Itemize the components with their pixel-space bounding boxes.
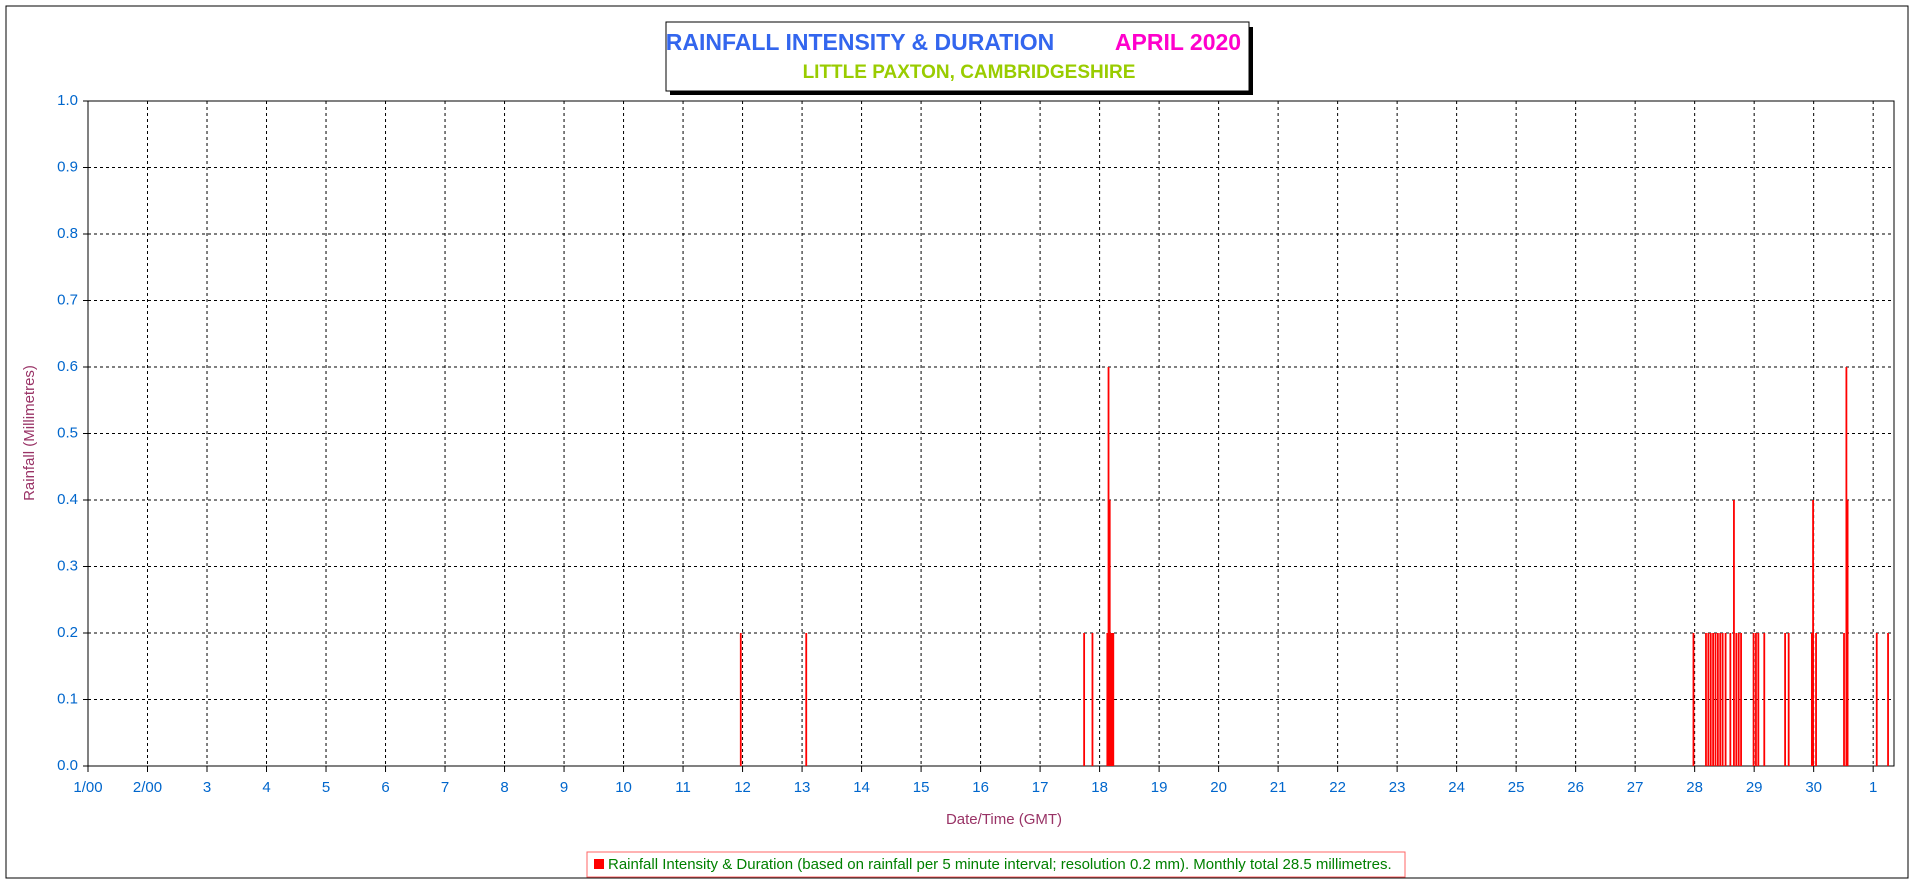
x-tick-label: 14 (853, 779, 870, 796)
y-tick-label: 0.4 (57, 491, 78, 508)
x-tick-label: 30 (1805, 779, 1822, 796)
x-tick-label: 29 (1746, 779, 1763, 796)
x-tick-label: 26 (1567, 779, 1584, 796)
y-tick-label: 1.0 (57, 92, 78, 109)
bar (1875, 633, 1878, 766)
bar (1107, 367, 1110, 766)
bar (1705, 633, 1707, 766)
x-tick-label: 2/00 (133, 779, 162, 796)
plot-border (87, 100, 1895, 767)
bar (1740, 633, 1742, 766)
bar (1108, 500, 1111, 766)
bar (1846, 500, 1849, 766)
y-tick-label: 0.3 (57, 557, 78, 574)
bar (1757, 633, 1760, 766)
bar (1784, 633, 1787, 766)
bar (1083, 633, 1086, 766)
chart-title: RAINFALL INTENSITY & DURATION (666, 29, 1054, 55)
bar (1712, 633, 1715, 766)
bar (1091, 633, 1094, 766)
x-tick-label: 11 (675, 779, 691, 796)
x-tick-label: 25 (1508, 779, 1525, 796)
y-axis-label: Rainfall (Millimetres) (21, 365, 38, 501)
bar (1707, 633, 1710, 766)
legend-swatch (594, 859, 604, 869)
y-tick-label: 0.2 (57, 624, 78, 641)
y-tick-label: 0.9 (57, 158, 78, 175)
chart-title-date: APRIL 2020 (1115, 29, 1241, 55)
x-tick-label: 1 (1869, 779, 1877, 796)
bar (1787, 633, 1790, 766)
x-tick-label: 13 (794, 779, 811, 796)
y-tick-label: 0.8 (57, 225, 78, 242)
bar (1887, 633, 1889, 766)
legend (586, 851, 1406, 878)
x-tick-label: 28 (1686, 779, 1703, 796)
x-tick-label: 10 (615, 779, 632, 796)
x-tick-label: 24 (1448, 779, 1465, 796)
x-tick-label: 12 (734, 779, 751, 796)
x-tick-label: 17 (1032, 779, 1049, 796)
bar (1733, 500, 1735, 766)
bar (1716, 633, 1719, 766)
bar (1810, 633, 1813, 766)
bar (1111, 633, 1113, 766)
bar (1815, 633, 1817, 766)
y-tick-label: 0.5 (57, 424, 78, 441)
bar (1719, 633, 1722, 766)
bar (1112, 633, 1115, 766)
bar (1752, 633, 1755, 766)
legend-label: Rainfall Intensity & Duration (based on … (608, 856, 1392, 873)
x-tick-label: 1/00 (73, 779, 102, 796)
bar (1709, 633, 1712, 766)
bar (1763, 633, 1766, 766)
bar (1724, 633, 1727, 766)
bar (1692, 633, 1695, 766)
x-tick-label: 9 (560, 779, 568, 796)
x-tick-label: 15 (913, 779, 930, 796)
x-axis-label: Date/Time (GMT) (946, 811, 1062, 828)
bar (1812, 500, 1814, 766)
x-tick-label: 16 (972, 779, 989, 796)
x-tick-label: 6 (381, 779, 389, 796)
x-tick-label: 18 (1091, 779, 1108, 796)
bar (1843, 633, 1845, 766)
chart-subtitle: LITTLE PAXTON, CAMBRIDGESHIRE (803, 62, 1136, 83)
y-tick-label: 0.0 (57, 757, 78, 774)
x-tick-label: 5 (322, 779, 330, 796)
bar (1106, 633, 1109, 766)
bar (1110, 633, 1112, 766)
x-tick-label: 27 (1627, 779, 1644, 796)
y-tick-label: 0.7 (57, 291, 78, 308)
bar (739, 633, 742, 766)
title-box (665, 21, 1250, 92)
bar (1845, 367, 1848, 766)
x-tick-label: 22 (1329, 779, 1346, 796)
x-tick-label: 3 (203, 779, 211, 796)
x-tick-label: 20 (1210, 779, 1227, 796)
x-tick-label: 21 (1270, 779, 1287, 796)
bar (805, 633, 808, 766)
x-tick-label: 23 (1389, 779, 1406, 796)
bar (1721, 633, 1724, 766)
bar (1714, 633, 1717, 766)
x-tick-label: 4 (262, 779, 270, 796)
bar (1729, 633, 1732, 766)
bar (1737, 633, 1740, 766)
y-tick-label: 0.1 (57, 690, 78, 707)
x-tick-label: 7 (441, 779, 449, 796)
bar (1735, 633, 1738, 766)
y-tick-label: 0.6 (57, 358, 78, 375)
bar (1755, 633, 1757, 766)
x-tick-label: 19 (1151, 779, 1168, 796)
x-tick-label: 8 (500, 779, 508, 796)
